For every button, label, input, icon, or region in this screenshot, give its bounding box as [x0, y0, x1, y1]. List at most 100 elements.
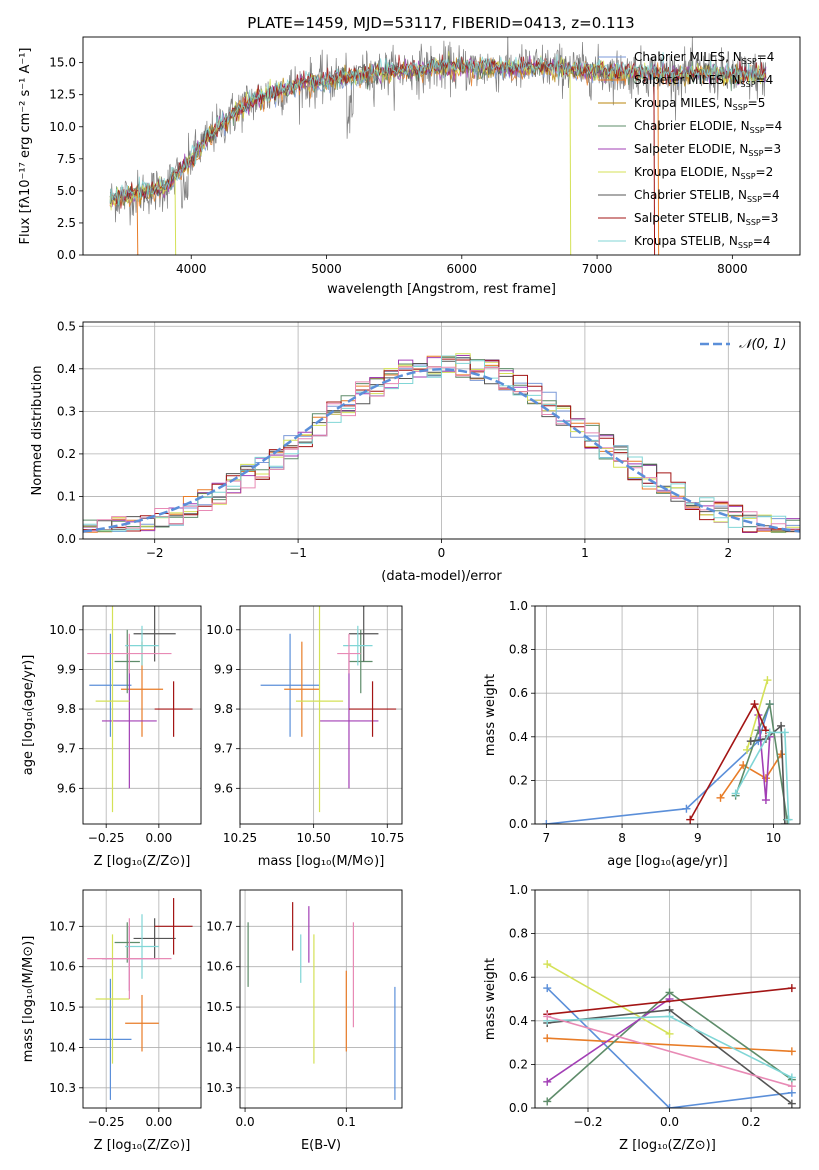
model-line-8 [109, 52, 767, 206]
axes-frame [534, 889, 801, 1109]
x-axis-label: wavelength [Angstrom, rest frame] [327, 282, 556, 297]
plot-marks [542, 676, 793, 824]
x-tick-label: 6000 [447, 262, 478, 276]
legend-subscript: SSP [741, 80, 756, 89]
axes-frame [82, 889, 202, 1109]
errorbar-point-0 [89, 633, 132, 737]
legend-suffix: =3 [761, 211, 779, 225]
y-tick-label: 0.4 [509, 730, 528, 744]
x-tick-label: 0.2 [742, 1115, 761, 1129]
y-tick-label: 9.8 [57, 702, 76, 716]
weight-marker [777, 721, 786, 730]
y-axis-label: Normed distribution [30, 366, 45, 496]
legend-subscript: SSP [738, 241, 753, 250]
weight-marker [787, 1082, 796, 1091]
errorbar-point-7 [343, 625, 373, 666]
y-tick-label: 9.6 [57, 781, 76, 795]
errorbar-point-6 [348, 681, 397, 737]
errorbar-point-8 [87, 633, 172, 674]
plot-area [240, 890, 402, 1108]
weight-marker [543, 1097, 552, 1106]
dropout-line-3 [653, 73, 656, 255]
plot-marks [543, 960, 796, 1108]
legend-label: Kroupa ELODIE, NSSP=2 [634, 165, 773, 181]
y-tick-label: 1.0 [509, 599, 528, 613]
weight-marker [787, 1073, 796, 1082]
errorbar-point-3 [319, 653, 379, 789]
y-tick-label: 10.0 [206, 623, 233, 637]
x-tick-label: −0.2 [573, 1115, 602, 1129]
y-tick-label: 2.5 [57, 216, 76, 230]
legend-suffix: =4 [762, 188, 780, 202]
errorbar-point-8 [87, 918, 172, 999]
legend-label: Salpeter ELODIE, NSSP=3 [634, 142, 781, 158]
x-axis-label: mass [log₁₀(M/M⊙)] [258, 854, 385, 869]
x-tick-label: 4000 [176, 262, 207, 276]
errorbar-point-4 [95, 934, 130, 1064]
weight-marker [743, 745, 751, 754]
x-tick-label: 0.0 [236, 1115, 255, 1129]
y-tick-label: 0.4 [509, 1014, 528, 1028]
x-tick-label: 10.75 [370, 831, 404, 845]
plot-area [240, 606, 402, 824]
weight-marker [746, 737, 755, 746]
y-tick-label: 7.5 [57, 152, 76, 166]
y-tick-label: 9.8 [214, 702, 233, 716]
panel-spectrum: 4000 5000 6000 7000 8000 0.0 2.5 5.0 7.5 10.0 12.5… [18, 36, 801, 297]
legend-suffix: =4 [756, 73, 774, 87]
legend-subscript: SSP [748, 149, 763, 158]
errorbar-point-6 [154, 898, 193, 955]
panel-weight_vs_age: 7 8 9 10 0.0 0.2 0.4 0.6 0.8 1.0 age [log₁₀(age/yr… [483, 599, 801, 869]
legend-suffix: =4 [757, 50, 775, 64]
x-axis-label: Z [log₁₀(Z/Z⊙)] [94, 1138, 191, 1153]
y-tick-label: 1.0 [509, 883, 528, 897]
x-tick-label: 0.00 [145, 1115, 172, 1129]
axes-frame [239, 889, 403, 1109]
weight-marker [716, 793, 725, 802]
panel-residuals: −2 −1 0 1 2 0.0 0.1 0.2 0.3 0.4 0.5 (data-model)/er… [30, 319, 801, 584]
weight-marker [686, 815, 695, 824]
weight-line-1 [547, 1037, 792, 1053]
legend-suffix: =4 [753, 234, 771, 248]
panel-mass_vs_Z: −0.25 0.00 10.3 10.4 10.5 10.6 10.7 Z [log₁₀(Z/… [21, 889, 202, 1153]
weight-marker [665, 1104, 674, 1108]
weight-marker [780, 820, 789, 824]
x-tick-label: 7 [543, 831, 551, 845]
errorbar-point-3 [101, 653, 157, 789]
legend-suffix: =5 [748, 96, 766, 110]
weight-marker [780, 728, 789, 737]
weight-marker [665, 1012, 674, 1021]
legend-subscript: SSP [733, 103, 748, 112]
panel-age_vs_mass: 10.25 10.50 10.75 9.6 9.7 9.8 9.9 10.0 mass [log… [206, 605, 404, 869]
x-axis-label: Z [log₁₀(Z/Z⊙)] [94, 854, 191, 869]
legend: Chabrier MILES, NSSP=4 Salpeter MILES, NS… [598, 50, 782, 250]
errorbar-point-5 [133, 606, 176, 662]
x-tick-label: −0.25 [88, 831, 125, 845]
legend-subscript: SSP [750, 126, 765, 135]
errorbar-point-5 [133, 918, 176, 959]
weight-marker [543, 1077, 552, 1086]
weight-line-7 [734, 731, 790, 820]
x-tick-label: 8 [618, 831, 626, 845]
y-tick-label: 0.0 [57, 532, 76, 546]
x-tick-label: −1 [289, 546, 307, 560]
errorbar-point-7 [125, 625, 159, 666]
y-tick-label: 15.0 [49, 56, 76, 70]
plot-marks [260, 606, 397, 813]
model-line-7 [109, 54, 767, 209]
y-tick-label: 9.9 [214, 662, 233, 676]
y-tick-label: 10.7 [206, 919, 233, 933]
weight-marker [765, 700, 774, 709]
weight-marker [542, 820, 551, 824]
x-tick-label: 10 [766, 831, 781, 845]
dropout-line-4 [657, 73, 660, 255]
panel-mass_vs_EBV: 0.0 0.1 10.3 10.4 10.5 10.6 10.7 E(B-V) [206, 889, 403, 1153]
weight-line-0 [546, 703, 771, 824]
y-axis-label: mass weight [483, 674, 498, 756]
errorbar-point-6 [154, 681, 193, 737]
y-tick-label: 12.5 [49, 88, 76, 102]
y-axis-label: mass weight [483, 958, 498, 1040]
plot-marks [87, 606, 193, 813]
legend: 𝒩(0, 1) [700, 337, 786, 352]
